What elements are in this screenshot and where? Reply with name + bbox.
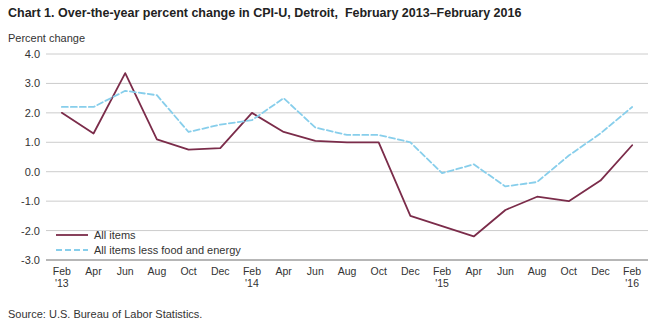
x-tick-label: Aug — [148, 265, 167, 277]
legend-label: All items — [94, 229, 136, 241]
x-tick-label-line: Oct — [180, 265, 196, 277]
x-tick-label: Apr — [466, 265, 483, 277]
x-tick-label-line: '13 — [55, 277, 69, 289]
x-tick-label: Oct — [561, 265, 577, 277]
x-tick-label: Jun — [307, 265, 324, 277]
source: Source: U.S. Bureau of Labor Statistics. — [8, 308, 202, 320]
y-tick-label: -1.0 — [21, 195, 40, 207]
x-tick-label-line: Jun — [117, 265, 134, 277]
y-tick-label: -3.0 — [21, 254, 40, 266]
x-tick-label: Aug — [528, 265, 547, 277]
y-tick-label: 0.0 — [25, 166, 40, 178]
x-tick-label-line: Aug — [528, 265, 547, 277]
x-tick-label-line: Oct — [561, 265, 577, 277]
legend-swatch — [56, 249, 88, 251]
x-tick-label-line: Feb — [433, 265, 451, 277]
y-tick-label: 2.0 — [25, 107, 40, 119]
legend: All items All items less food and energy — [56, 229, 241, 256]
x-tick-label: Oct — [371, 265, 387, 277]
x-tick-label: Apr — [85, 265, 102, 277]
x-tick-label-line: Oct — [371, 265, 387, 277]
x-tick-label-line: Aug — [148, 265, 167, 277]
title: Chart 1. Over-the-year percent change in… — [8, 6, 521, 20]
x-tick-label-line: Dec — [401, 265, 420, 277]
x-tick-label-line: Apr — [275, 265, 292, 277]
chart: Chart 1. Over-the-year percent change in… — [0, 0, 659, 326]
grid-line — [46, 171, 648, 172]
x-tick-label-line: Feb — [243, 265, 261, 277]
x-tick-label: Dec — [591, 265, 610, 277]
x-tick-label-line: Feb — [53, 265, 71, 277]
x-tick-label-line: Apr — [466, 265, 483, 277]
x-tick-label-line: Aug — [338, 265, 357, 277]
x-tick-label-line: '16 — [625, 277, 639, 289]
y-tick-label: -2.0 — [21, 225, 40, 237]
grid-line — [46, 54, 648, 55]
x-tick-label: Dec — [401, 265, 420, 277]
x-tick-label-line: '14 — [245, 277, 259, 289]
grid-line — [46, 230, 648, 231]
series-line — [62, 91, 632, 187]
legend-swatch — [56, 234, 88, 236]
x-tick-label-line: Jun — [307, 265, 324, 277]
grid — [46, 54, 648, 260]
y-tick-label: 1.0 — [25, 136, 40, 148]
x-tick-label-line: Dec — [591, 265, 610, 277]
grid-line — [46, 201, 648, 202]
x-tick-label-line: '15 — [435, 277, 449, 289]
x-axis-line — [46, 260, 648, 261]
x-tick-label: Apr — [275, 265, 292, 277]
x-tick-label: Jun — [117, 265, 134, 277]
legend-label: All items less food and energy — [94, 244, 241, 256]
y-tick-label: 4.0 — [25, 48, 40, 60]
y-axis-label: Percent change — [8, 32, 85, 44]
grid-line — [46, 260, 648, 261]
x-tick-label: Feb'14 — [243, 265, 261, 289]
grid-line — [46, 83, 648, 84]
x-tick-label: Feb'13 — [53, 265, 71, 289]
plot-area — [62, 73, 632, 236]
x-tick-label-line: Jun — [497, 265, 514, 277]
x-tick-label: Aug — [338, 265, 357, 277]
x-tick-label: Jun — [497, 265, 514, 277]
x-tick-label-line: Apr — [85, 265, 102, 277]
x-tick-label-line: Dec — [211, 265, 230, 277]
grid-line — [46, 112, 648, 113]
y-tick-label: 3.0 — [25, 77, 40, 89]
x-tick-label-line: Feb — [623, 265, 641, 277]
x-tick-label: Dec — [211, 265, 230, 277]
series-line — [62, 73, 632, 236]
x-tick-label: Feb'15 — [433, 265, 451, 289]
x-tick-label: Oct — [180, 265, 196, 277]
x-tick-label: Feb'16 — [623, 265, 641, 289]
